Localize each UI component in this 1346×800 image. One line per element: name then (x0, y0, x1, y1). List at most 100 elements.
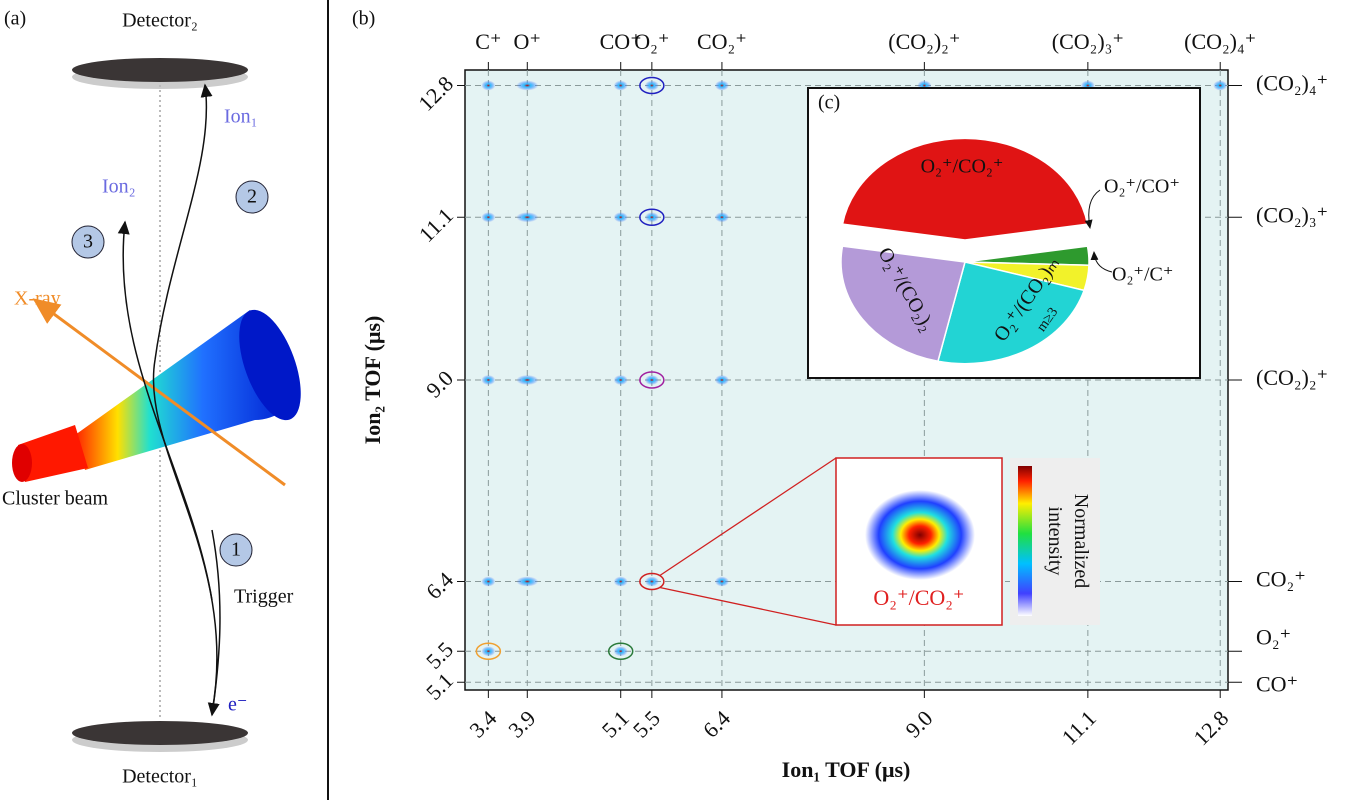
cone (75, 310, 289, 470)
y-tick-label: 9.0 (421, 365, 458, 402)
y-tick-label: 6.4 (421, 567, 458, 604)
y-tick-label: 12.8 (413, 71, 458, 116)
highlight (639, 208, 665, 226)
leader (1090, 251, 1113, 273)
top-label: O⁺ (514, 29, 542, 54)
electron-label: e⁻ (228, 694, 247, 716)
slice-label: O₂⁺/CO⁺ (1104, 176, 1180, 198)
y-axis-label: Ion₂ TOF (μs) (360, 316, 385, 445)
y-tick-label: 11.1 (414, 203, 458, 247)
x-tick-label: 3.4 (464, 705, 501, 742)
coincidence-spot (516, 375, 539, 385)
coincidence-spot (613, 375, 628, 385)
highlight (639, 371, 665, 389)
step: 3 (83, 231, 93, 253)
xray-beam (32, 298, 286, 487)
right-label: CO₂⁺ (1256, 567, 1306, 592)
cone-end (239, 309, 301, 421)
top-label: (CO₂)₂⁺ (888, 29, 960, 54)
coincidence-spot (644, 576, 659, 587)
x-tick-label: 12.8 (1188, 705, 1233, 750)
highlight (639, 572, 665, 591)
zoom-line (659, 457, 837, 577)
nozzle-end (12, 444, 32, 482)
x-tick-label: 3.9 (503, 705, 540, 742)
xray-label: X-ray (14, 288, 61, 310)
colorbar-label: Normalizedintensity (1044, 494, 1092, 588)
coincidence-spot (644, 375, 659, 385)
coincidence-spot (714, 212, 729, 223)
panel-label: (c) (818, 92, 840, 114)
coincidence-spot (516, 212, 539, 223)
top-label: CO⁺ (600, 29, 642, 54)
coincidence-spot (613, 80, 628, 91)
ion-label: Ion₂ (102, 176, 136, 198)
coincidence-spot (613, 576, 628, 587)
ion2-path (117, 220, 213, 601)
coincidence-spot (644, 212, 659, 223)
slice-label: O₂⁺/CO₂⁺ (921, 156, 1004, 178)
x-tick-label: 6.4 (698, 705, 735, 742)
top-label: C⁺ (475, 29, 501, 54)
detector (72, 721, 248, 745)
coincidence-spot (613, 212, 628, 223)
coincidence-spot (481, 80, 496, 91)
zoom-line (659, 586, 837, 626)
ion-label: Ion₁ (224, 106, 258, 128)
right-label: (CO₂)₂⁺ (1256, 365, 1328, 390)
x-tick-label: 11.1 (1057, 705, 1101, 749)
coincidence-spot (516, 576, 539, 587)
x-tick-label: 9.0 (900, 705, 937, 742)
top-label: (CO₂)₄⁺ (1184, 29, 1256, 54)
step: 1 (231, 539, 241, 561)
coincidence-spot (516, 80, 539, 91)
detector-label: Detector₁ (122, 766, 198, 788)
coincidence-spot (644, 80, 659, 91)
top-label: O₂⁺ (634, 29, 669, 54)
y-tick-label: 5.5 (421, 637, 458, 674)
coincidence-spot (481, 576, 496, 587)
coincidence-spot (714, 80, 729, 91)
detector-label: Detector₂ (122, 10, 198, 32)
detector (72, 58, 248, 82)
right-label: (CO₂)₄⁺ (1256, 71, 1328, 96)
coincidence-spot (481, 646, 496, 657)
panel-label: (a) (4, 8, 26, 30)
trigger-label: Trigger (234, 586, 294, 608)
top-label: CO₂⁺ (697, 29, 747, 54)
beam-label: Cluster beam (2, 488, 109, 510)
highlight (639, 76, 665, 95)
pie-slice (937, 261, 1086, 365)
panel-label: (b) (352, 8, 375, 30)
step-circle (235, 180, 269, 214)
coincidence-spot (714, 375, 729, 385)
x-tick-label: 5.5 (628, 705, 665, 742)
highlight (475, 642, 502, 660)
step: 2 (247, 186, 257, 208)
panel-c: (c)O₂⁺/CO₂⁺O₂⁺/CO⁺O₂⁺/C⁺O₂⁺/(CO₂)ₘm≥3O₂⁺… (807, 87, 1201, 379)
step-circle (71, 225, 105, 259)
right-label: CO⁺ (1256, 671, 1298, 696)
right-label: (CO₂)₃⁺ (1256, 202, 1328, 227)
x-axis-label: Ion₁ TOF (μs) (782, 757, 911, 782)
zoom-blob (865, 490, 975, 580)
inset-label: O₂⁺/CO₂⁺ (873, 585, 964, 610)
slice-label: O₂⁺/C⁺ (1112, 264, 1173, 286)
nozzle (18, 425, 88, 482)
pie-slice (840, 245, 966, 363)
coincidence-spot (613, 646, 628, 657)
electron-path (207, 529, 221, 717)
pie-slice (841, 137, 1089, 241)
leader (1084, 189, 1101, 229)
highlight (607, 642, 634, 660)
y-tick-label: 5.1 (421, 668, 458, 705)
coincidence-spot (1213, 80, 1228, 91)
coincidence-spot (481, 212, 496, 223)
step-circle (219, 533, 253, 567)
right-label: O₂⁺ (1256, 624, 1291, 649)
coincidence-spot (714, 576, 729, 587)
top-label: (CO₂)₃⁺ (1052, 29, 1124, 54)
panel-a: 1 2 3 (a) Detector₂ Detector₁ Ion₁ Ion₂ … (2, 0, 329, 800)
colorbar (1018, 466, 1032, 616)
